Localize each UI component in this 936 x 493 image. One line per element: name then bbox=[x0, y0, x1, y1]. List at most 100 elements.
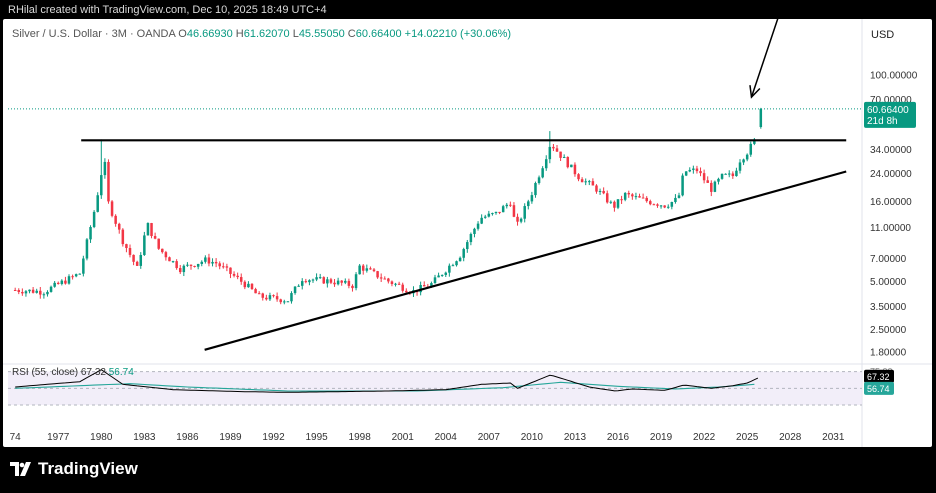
y-tick-label: 34.00000 bbox=[870, 145, 912, 156]
candle-body bbox=[677, 195, 681, 198]
candle-body bbox=[315, 277, 318, 280]
candle-body bbox=[745, 154, 749, 160]
candle-body bbox=[340, 280, 343, 283]
y-tick-label: 24.00000 bbox=[870, 169, 912, 180]
candle-body bbox=[759, 108, 763, 128]
candle-body bbox=[135, 261, 139, 266]
candle-body bbox=[735, 170, 738, 177]
candle-body bbox=[473, 228, 476, 234]
x-tick-label: 2001 bbox=[392, 432, 415, 443]
candle-body bbox=[236, 275, 239, 278]
candle-body bbox=[505, 204, 509, 207]
candle-body bbox=[171, 261, 175, 263]
candle-body bbox=[243, 281, 247, 288]
candle-body bbox=[336, 280, 340, 285]
candle-body bbox=[28, 289, 31, 292]
candle-body bbox=[483, 216, 487, 218]
symbol-name[interactable]: Silver / U.S. Dollar · 3M · OANDA bbox=[12, 28, 176, 40]
candlestick-series bbox=[13, 107, 763, 305]
candle-body bbox=[720, 173, 724, 179]
candle-body bbox=[297, 285, 300, 287]
candle-body bbox=[595, 185, 598, 192]
candle-body bbox=[749, 143, 753, 155]
brand-name: TradingView bbox=[38, 459, 138, 478]
currency-label[interactable]: USD bbox=[871, 29, 895, 41]
open-value: 46.66930 bbox=[186, 28, 233, 40]
arrow-shaft bbox=[750, 19, 779, 98]
rsi-line bbox=[15, 369, 759, 393]
candle-body bbox=[476, 223, 480, 229]
candle-body bbox=[681, 175, 684, 196]
candle-body bbox=[710, 182, 713, 192]
candle-body bbox=[304, 281, 308, 283]
candle-body bbox=[175, 261, 178, 269]
x-tick-label: 2007 bbox=[478, 432, 501, 443]
candle-body bbox=[652, 204, 656, 206]
candle-body bbox=[200, 261, 204, 264]
x-tick-label: 2004 bbox=[435, 432, 458, 443]
candle-body bbox=[440, 274, 444, 276]
candle-body bbox=[519, 218, 523, 222]
candle-body bbox=[74, 274, 78, 277]
candle-body bbox=[354, 274, 358, 289]
candle-body bbox=[670, 201, 674, 207]
price-tag-value: 60.66400 bbox=[867, 105, 909, 116]
candle-body bbox=[727, 173, 731, 175]
candle-body bbox=[347, 280, 351, 286]
candle-body bbox=[308, 280, 311, 283]
candle-body bbox=[433, 277, 437, 284]
candle-body bbox=[139, 254, 143, 266]
candle-body bbox=[591, 181, 595, 186]
candle-body bbox=[512, 205, 516, 217]
x-tick-label: 74 bbox=[10, 432, 22, 443]
candle-body bbox=[649, 201, 652, 205]
candle-body bbox=[688, 169, 692, 172]
candle-body bbox=[480, 217, 483, 224]
x-tick-label: 1980 bbox=[90, 432, 113, 443]
low-label: L bbox=[292, 28, 299, 40]
candle-body bbox=[498, 211, 501, 213]
drawing-tools[interactable] bbox=[8, 19, 862, 351]
candle-body bbox=[534, 183, 537, 196]
candle-body bbox=[186, 264, 189, 266]
candle-body bbox=[100, 175, 103, 196]
candle-body bbox=[150, 223, 153, 237]
candle-body bbox=[283, 301, 286, 303]
candle-body bbox=[613, 201, 616, 208]
candle-body bbox=[21, 291, 24, 294]
symbol-legend[interactable]: Silver / U.S. Dollar · 3M · OANDA O46.66… bbox=[12, 28, 511, 40]
candle-body bbox=[132, 254, 135, 262]
candle-body bbox=[114, 215, 117, 224]
candle-body bbox=[401, 284, 404, 291]
high-label: H bbox=[235, 28, 244, 40]
candle-body bbox=[405, 290, 408, 293]
candle-body bbox=[394, 283, 397, 285]
close-label: C bbox=[347, 28, 356, 40]
y-tick-label: 70.00000 bbox=[870, 95, 912, 106]
candle-body bbox=[466, 242, 469, 250]
candle-body bbox=[211, 261, 214, 264]
candle-body bbox=[261, 293, 265, 298]
candle-body bbox=[85, 239, 89, 259]
candle-body bbox=[724, 173, 727, 175]
candle-body bbox=[265, 297, 268, 300]
candle-body bbox=[193, 265, 196, 267]
candle-body bbox=[96, 195, 99, 212]
rsi-value-tag-text: 67.32 bbox=[867, 372, 890, 382]
x-tick-label: 1995 bbox=[305, 432, 328, 443]
candle-body bbox=[71, 276, 74, 278]
rsi-ma-tag-text: 56.74 bbox=[867, 384, 890, 394]
candle-body bbox=[326, 279, 329, 284]
candle-body bbox=[125, 244, 128, 249]
rsi-legend[interactable]: RSI (55, close) 67.32 56.74 bbox=[12, 367, 134, 378]
y-tick-label: 16.00000 bbox=[870, 197, 912, 208]
candle-body bbox=[164, 252, 168, 258]
candle-body bbox=[451, 265, 455, 267]
x-tick-label: 1989 bbox=[219, 432, 242, 443]
x-tick-label: 2010 bbox=[521, 432, 544, 443]
candle-body bbox=[358, 265, 361, 275]
candle-body bbox=[39, 290, 42, 295]
candle-body bbox=[616, 199, 620, 208]
